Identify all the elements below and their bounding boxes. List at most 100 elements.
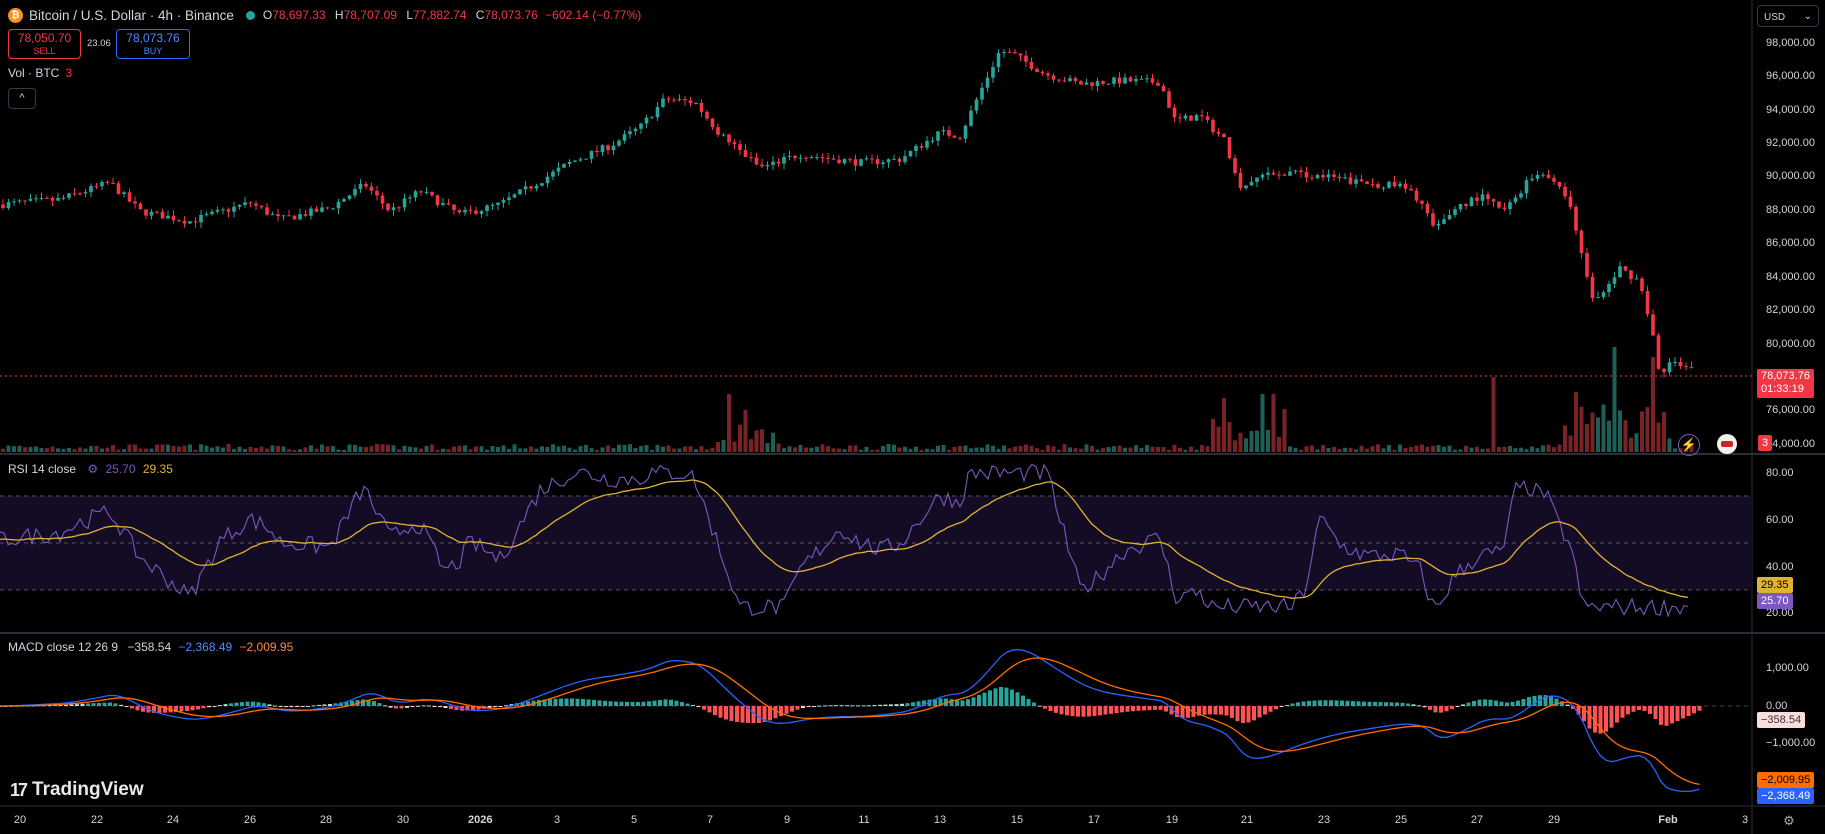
macd-histogram-bar: [262, 703, 266, 706]
volume-bar: [672, 448, 676, 452]
time-tick-label: 2026: [468, 814, 493, 826]
macd-histogram-bar: [1076, 706, 1080, 717]
macd-histogram-bar: [1510, 701, 1515, 706]
volume-bar: [364, 447, 368, 452]
symbol-legend[interactable]: ₿ Bitcoin / U.S. Dollar · 4h · Binance O…: [8, 6, 641, 24]
volume-bar: [248, 446, 253, 452]
bitcoin-icon: ₿: [8, 7, 23, 23]
volume-bar: [655, 444, 660, 452]
macd-histogram-bar: [75, 704, 79, 706]
settings-icon[interactable]: ⚙: [87, 462, 99, 476]
candle-body: [936, 131, 940, 141]
collapse-legend-button[interactable]: ^: [8, 88, 36, 109]
symbol-title[interactable]: Bitcoin / U.S. Dollar · 4h · Binance: [29, 7, 234, 23]
volume-bar: [1480, 448, 1485, 452]
tradingview-logo[interactable]: 17 TradingView: [10, 779, 144, 801]
sell-button[interactable]: 78,050.70 SELL: [8, 29, 81, 59]
candle-body: [226, 209, 231, 212]
macd-line: [0, 648, 1700, 793]
macd-histogram-bar: [1659, 706, 1663, 725]
candle-body: [826, 157, 830, 159]
time-tick-label: 19: [1165, 814, 1179, 826]
macd-histogram-bar: [652, 700, 657, 706]
volume-bar: [474, 446, 478, 452]
macd-histogram-bar: [1439, 706, 1443, 713]
candle-body: [413, 191, 418, 198]
volume-bar: [419, 448, 423, 452]
volume-bar: [1216, 426, 1221, 452]
macd-histogram-bar: [1136, 706, 1141, 711]
macd-histogram-bar: [1499, 701, 1504, 706]
candle-body: [864, 158, 869, 160]
volume-bar: [1068, 447, 1072, 452]
macd-histogram-bar: [1109, 706, 1113, 714]
candle-body: [232, 206, 236, 212]
macd-histogram-bar: [1477, 699, 1482, 706]
macd-histogram-bar: [311, 705, 316, 707]
volume-bar: [760, 429, 764, 452]
volume-bar: [1370, 446, 1375, 452]
candle-body: [1392, 181, 1397, 187]
volume-bar: [1596, 417, 1600, 452]
candle-body: [578, 159, 583, 161]
candle-body: [248, 202, 253, 204]
macd-histogram-bar: [91, 703, 96, 706]
candle-body: [435, 195, 440, 206]
candle-body: [710, 118, 715, 128]
macd-histogram-bar: [454, 706, 459, 711]
macd-histogram-bar: [443, 706, 448, 709]
macd-histogram-bar: [944, 698, 948, 706]
economic-events-icon[interactable]: [1717, 434, 1737, 454]
candle-body: [1343, 177, 1347, 179]
candle-body: [463, 209, 467, 213]
volume-bar: [617, 444, 621, 452]
candle-body: [1552, 177, 1556, 182]
axis-tick-label: 96,000.00: [1766, 70, 1815, 82]
volume-bar: [166, 444, 170, 452]
candle-body: [639, 123, 643, 129]
time-tick-label: 27: [1470, 814, 1484, 826]
macd-legend[interactable]: MACD close 12 26 9 −358.54 −2,368.49 −2,…: [8, 640, 293, 654]
chevron-down-icon: ⌄: [1803, 11, 1812, 22]
axis-tick-label: 92,000.00: [1766, 137, 1815, 149]
candle-body: [1612, 277, 1617, 284]
volume-bar: [551, 444, 555, 452]
volume-bar: [628, 444, 632, 452]
candle-body: [1024, 55, 1028, 62]
volume-bar: [1266, 429, 1270, 452]
volume-bar: [1552, 447, 1556, 452]
lightning-icon[interactable]: ⚡: [1678, 434, 1700, 456]
candle-body: [798, 157, 803, 159]
macd-histogram-bar: [1208, 706, 1212, 715]
volume-bar: [56, 448, 60, 452]
candle-body: [1156, 82, 1160, 86]
macd-histogram-bar: [575, 698, 580, 706]
macd-histogram-bar: [1675, 706, 1680, 722]
macd-histogram-bar: [256, 702, 261, 706]
candle-body: [644, 117, 649, 124]
macd-histogram-bar: [1670, 706, 1674, 724]
macd-histogram-bar: [696, 706, 701, 708]
macd-histogram-bar: [1428, 706, 1432, 710]
settings-gear-icon[interactable]: ⚙: [1783, 813, 1795, 828]
rsi-legend[interactable]: RSI 14 close ⚙ 25.70 29.35: [8, 462, 173, 476]
candle-body: [892, 158, 896, 160]
macd-histogram-bar: [174, 706, 178, 712]
volume-bar: [1205, 446, 1210, 452]
currency-select[interactable]: USD ⌄: [1757, 5, 1819, 27]
axis-tick-label: 84,000.00: [1766, 271, 1815, 283]
candle-body: [331, 208, 335, 210]
buy-button[interactable]: 78,073.76 BUY: [116, 29, 190, 59]
macd-histogram-bar: [922, 700, 926, 706]
candle-body: [17, 200, 22, 202]
volume-bar: [677, 448, 682, 452]
volume-bar: [1128, 447, 1133, 452]
macd-histogram-bar: [306, 705, 310, 707]
macd-histogram-bar: [735, 706, 739, 722]
candle-body: [1117, 77, 1122, 84]
candle-body: [848, 159, 852, 161]
candle-body: [237, 204, 242, 207]
volume-legend[interactable]: Vol · BTC 3: [8, 66, 72, 80]
macd-histogram-bar: [1103, 706, 1108, 715]
